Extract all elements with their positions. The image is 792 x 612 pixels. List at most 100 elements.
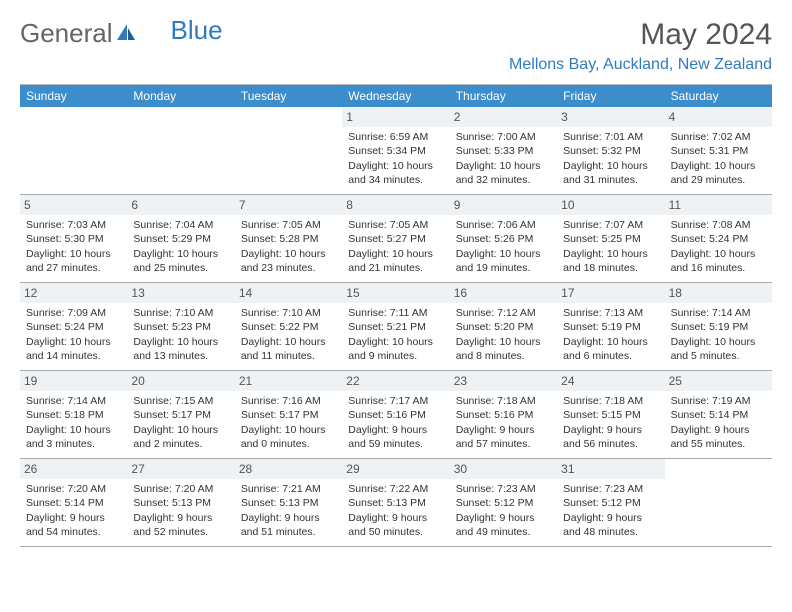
- day-number: 21: [235, 371, 342, 391]
- day-info-line: Sunrise: 7:08 AM: [671, 218, 766, 232]
- day-info-line: and 19 minutes.: [456, 261, 551, 275]
- day-cell: 27Sunrise: 7:20 AMSunset: 5:13 PMDayligh…: [127, 459, 234, 546]
- day-number: 15: [342, 283, 449, 303]
- weekday-header: Saturday: [665, 85, 772, 107]
- day-info-line: Sunset: 5:20 PM: [456, 320, 551, 334]
- day-info-line: and 49 minutes.: [456, 525, 551, 539]
- day-cell: 1Sunrise: 6:59 AMSunset: 5:34 PMDaylight…: [342, 107, 449, 194]
- day-info-line: Daylight: 10 hours: [671, 159, 766, 173]
- week-row: 12Sunrise: 7:09 AMSunset: 5:24 PMDayligh…: [20, 283, 772, 371]
- day-number: 18: [665, 283, 772, 303]
- logo-text-2: Blue: [171, 15, 223, 46]
- day-info-line: Daylight: 10 hours: [133, 335, 228, 349]
- day-cell: 11Sunrise: 7:08 AMSunset: 5:24 PMDayligh…: [665, 195, 772, 282]
- week-row: 5Sunrise: 7:03 AMSunset: 5:30 PMDaylight…: [20, 195, 772, 283]
- day-info-line: Daylight: 10 hours: [456, 159, 551, 173]
- day-info-line: Daylight: 10 hours: [671, 247, 766, 261]
- day-cell: [20, 107, 127, 194]
- day-info-line: and 54 minutes.: [26, 525, 121, 539]
- day-number: 1: [342, 107, 449, 127]
- day-info-line: Sunrise: 7:06 AM: [456, 218, 551, 232]
- week-row: 26Sunrise: 7:20 AMSunset: 5:14 PMDayligh…: [20, 459, 772, 547]
- day-cell: 24Sunrise: 7:18 AMSunset: 5:15 PMDayligh…: [557, 371, 664, 458]
- day-info-line: Daylight: 10 hours: [241, 335, 336, 349]
- day-number: 8: [342, 195, 449, 215]
- weekday-header: Monday: [127, 85, 234, 107]
- day-info-line: Daylight: 9 hours: [563, 511, 658, 525]
- day-info-line: Sunrise: 7:21 AM: [241, 482, 336, 496]
- day-number: 11: [665, 195, 772, 215]
- day-number: 24: [557, 371, 664, 391]
- day-info-line: Sunrise: 7:23 AM: [456, 482, 551, 496]
- day-info-line: Sunset: 5:14 PM: [671, 408, 766, 422]
- weeks-container: 1Sunrise: 6:59 AMSunset: 5:34 PMDaylight…: [20, 107, 772, 547]
- day-info-line: Sunrise: 7:10 AM: [133, 306, 228, 320]
- day-info-line: and 50 minutes.: [348, 525, 443, 539]
- day-cell: 31Sunrise: 7:23 AMSunset: 5:12 PMDayligh…: [557, 459, 664, 546]
- day-info-line: Daylight: 10 hours: [563, 159, 658, 173]
- day-cell: 4Sunrise: 7:02 AMSunset: 5:31 PMDaylight…: [665, 107, 772, 194]
- day-number: 7: [235, 195, 342, 215]
- day-number: 4: [665, 107, 772, 127]
- day-info-line: Daylight: 10 hours: [133, 247, 228, 261]
- day-number: 10: [557, 195, 664, 215]
- day-number: 28: [235, 459, 342, 479]
- day-cell: 17Sunrise: 7:13 AMSunset: 5:19 PMDayligh…: [557, 283, 664, 370]
- day-cell: 13Sunrise: 7:10 AMSunset: 5:23 PMDayligh…: [127, 283, 234, 370]
- day-info-line: Daylight: 10 hours: [348, 247, 443, 261]
- day-info-line: Daylight: 10 hours: [241, 247, 336, 261]
- day-info-line: and 3 minutes.: [26, 437, 121, 451]
- day-cell: 8Sunrise: 7:05 AMSunset: 5:27 PMDaylight…: [342, 195, 449, 282]
- day-info-line: Sunrise: 7:16 AM: [241, 394, 336, 408]
- day-info-line: and 5 minutes.: [671, 349, 766, 363]
- day-info-line: Daylight: 10 hours: [26, 335, 121, 349]
- location-text: Mellons Bay, Auckland, New Zealand: [509, 56, 772, 74]
- day-info-line: Sunset: 5:18 PM: [26, 408, 121, 422]
- day-cell: 23Sunrise: 7:18 AMSunset: 5:16 PMDayligh…: [450, 371, 557, 458]
- day-info-line: and 59 minutes.: [348, 437, 443, 451]
- day-info-line: Sunset: 5:34 PM: [348, 144, 443, 158]
- day-info-line: and 13 minutes.: [133, 349, 228, 363]
- day-info-line: Daylight: 10 hours: [26, 247, 121, 261]
- day-number: 20: [127, 371, 234, 391]
- day-info-line: and 56 minutes.: [563, 437, 658, 451]
- day-info-line: Daylight: 9 hours: [348, 423, 443, 437]
- day-info-line: Sunrise: 7:07 AM: [563, 218, 658, 232]
- weekday-header-row: SundayMondayTuesdayWednesdayThursdayFrid…: [20, 85, 772, 107]
- day-number: 22: [342, 371, 449, 391]
- day-info-line: Daylight: 9 hours: [133, 511, 228, 525]
- day-number: 26: [20, 459, 127, 479]
- day-info-line: Sunset: 5:31 PM: [671, 144, 766, 158]
- day-info-line: Sunrise: 7:03 AM: [26, 218, 121, 232]
- day-number: 9: [450, 195, 557, 215]
- day-info-line: Sunrise: 7:23 AM: [563, 482, 658, 496]
- day-info-line: Sunset: 5:22 PM: [241, 320, 336, 334]
- day-number: 19: [20, 371, 127, 391]
- day-info-line: and 34 minutes.: [348, 173, 443, 187]
- day-info-line: Sunset: 5:26 PM: [456, 232, 551, 246]
- day-info-line: Daylight: 10 hours: [456, 335, 551, 349]
- header: General Blue May 2024 Mellons Bay, Auckl…: [0, 0, 792, 78]
- day-info-line: Sunset: 5:19 PM: [563, 320, 658, 334]
- day-cell: 3Sunrise: 7:01 AMSunset: 5:32 PMDaylight…: [557, 107, 664, 194]
- day-info-line: and 31 minutes.: [563, 173, 658, 187]
- day-info-line: and 55 minutes.: [671, 437, 766, 451]
- day-info-line: and 25 minutes.: [133, 261, 228, 275]
- day-info-line: Sunset: 5:21 PM: [348, 320, 443, 334]
- day-cell: 29Sunrise: 7:22 AMSunset: 5:13 PMDayligh…: [342, 459, 449, 546]
- day-info-line: and 29 minutes.: [671, 173, 766, 187]
- day-info-line: Sunrise: 7:18 AM: [456, 394, 551, 408]
- day-info-line: Sunrise: 7:14 AM: [26, 394, 121, 408]
- day-info-line: Sunset: 5:19 PM: [671, 320, 766, 334]
- weekday-header: Thursday: [450, 85, 557, 107]
- day-info-line: Sunrise: 7:11 AM: [348, 306, 443, 320]
- day-info-line: Daylight: 10 hours: [133, 423, 228, 437]
- day-info-line: and 57 minutes.: [456, 437, 551, 451]
- weekday-header: Tuesday: [235, 85, 342, 107]
- day-info-line: and 16 minutes.: [671, 261, 766, 275]
- day-info-line: Sunset: 5:33 PM: [456, 144, 551, 158]
- day-info-line: Sunset: 5:13 PM: [133, 496, 228, 510]
- day-cell: 2Sunrise: 7:00 AMSunset: 5:33 PMDaylight…: [450, 107, 557, 194]
- day-info-line: Daylight: 10 hours: [671, 335, 766, 349]
- day-number: 5: [20, 195, 127, 215]
